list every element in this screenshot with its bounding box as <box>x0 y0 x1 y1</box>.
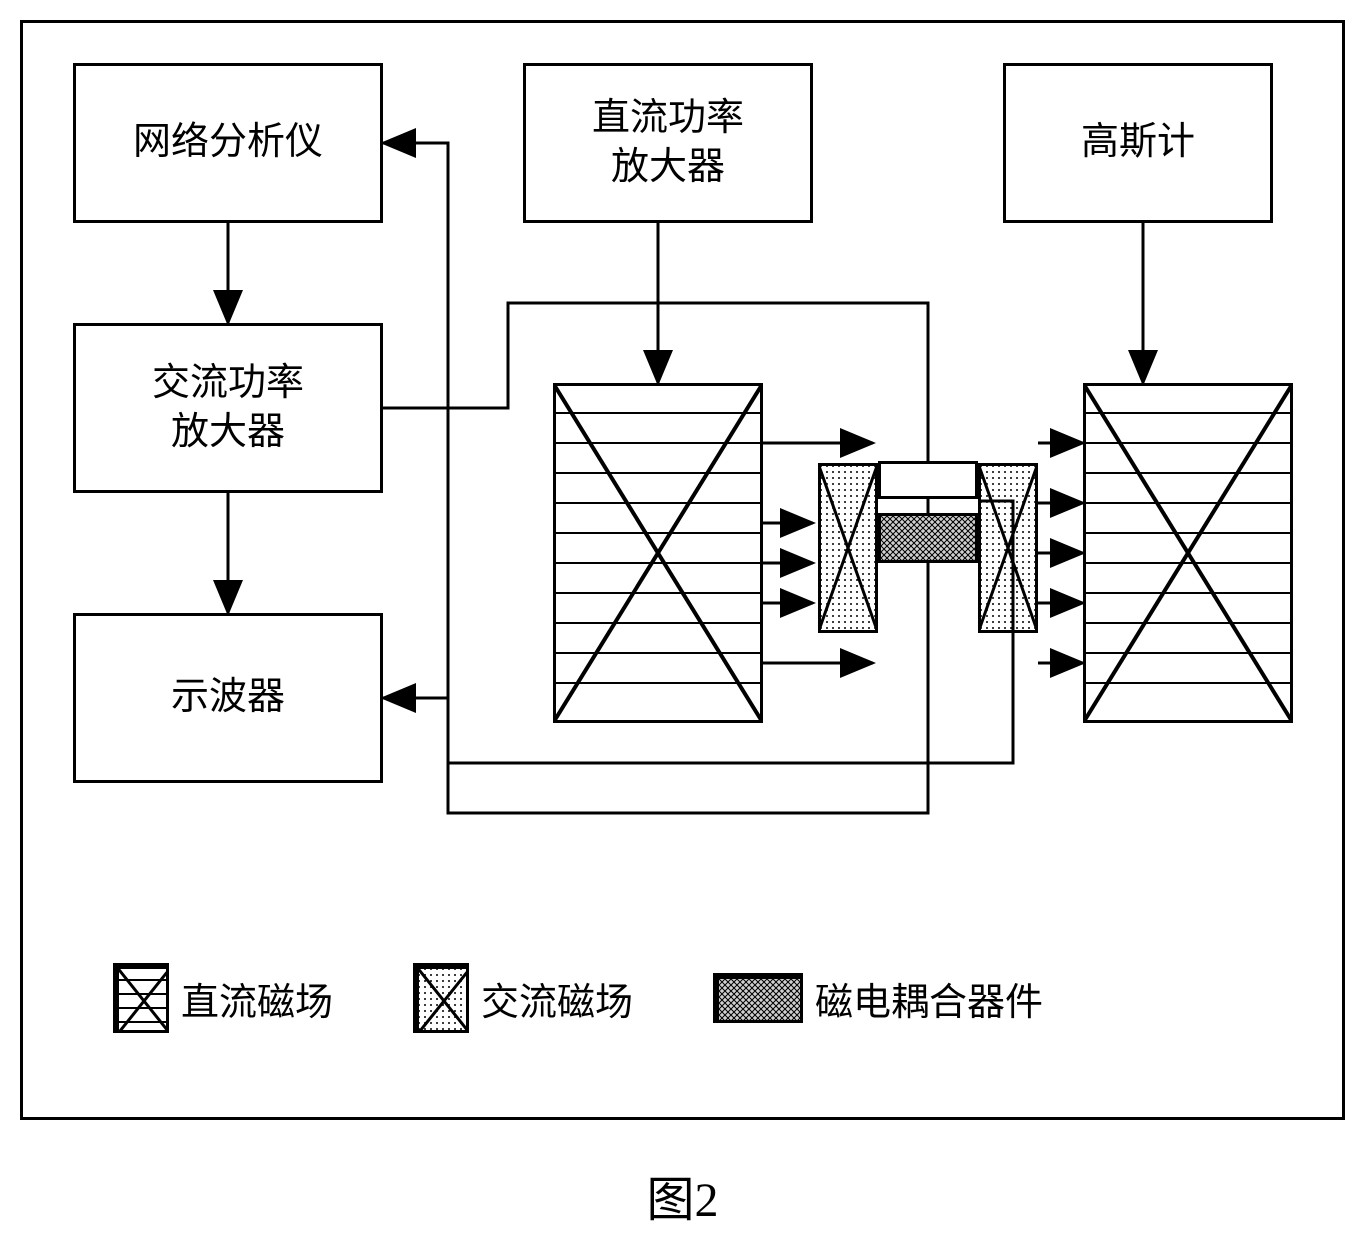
diagram-frame: 网络分析仪 直流功率 放大器 高斯计 交流功率 放大器 示波器 <box>20 20 1345 1120</box>
box-ac-power-amp: 交流功率 放大器 <box>73 323 383 493</box>
legend-label-dc: 直流磁场 <box>181 971 333 1026</box>
label-ac-power-amp: 交流功率 放大器 <box>152 359 304 458</box>
label-dc-power-amp: 直流功率 放大器 <box>592 94 744 193</box>
figure-caption: 图2 <box>20 1160 1345 1230</box>
box-oscilloscope: 示波器 <box>73 613 383 783</box>
legend-icon-ac <box>413 963 469 1033</box>
legend-icon-me <box>713 973 803 1023</box>
fixture-top <box>878 461 978 513</box>
legend-label-me: 磁电耦合器件 <box>815 971 1043 1026</box>
legend-label-ac: 交流磁场 <box>481 971 633 1026</box>
dc-coil-left <box>553 383 763 723</box>
label-network-analyzer: 网络分析仪 <box>133 118 323 167</box>
legend: 直流磁场 交流磁场 <box>113 963 1043 1033</box>
box-dc-power-amp: 直流功率 放大器 <box>523 63 813 223</box>
dc-coil-right <box>1083 383 1293 723</box>
legend-icon-dc <box>113 963 169 1033</box>
label-gaussmeter: 高斯计 <box>1081 118 1195 167</box>
ac-coil-right <box>978 463 1038 633</box>
me-device <box>878 513 978 563</box>
ac-coil-left <box>818 463 878 633</box>
legend-item-me: 磁电耦合器件 <box>713 971 1043 1026</box>
box-gaussmeter: 高斯计 <box>1003 63 1273 223</box>
label-oscilloscope: 示波器 <box>171 673 285 722</box>
legend-item-dc: 直流磁场 <box>113 963 333 1033</box>
box-network-analyzer: 网络分析仪 <box>73 63 383 223</box>
legend-item-ac: 交流磁场 <box>413 963 633 1033</box>
